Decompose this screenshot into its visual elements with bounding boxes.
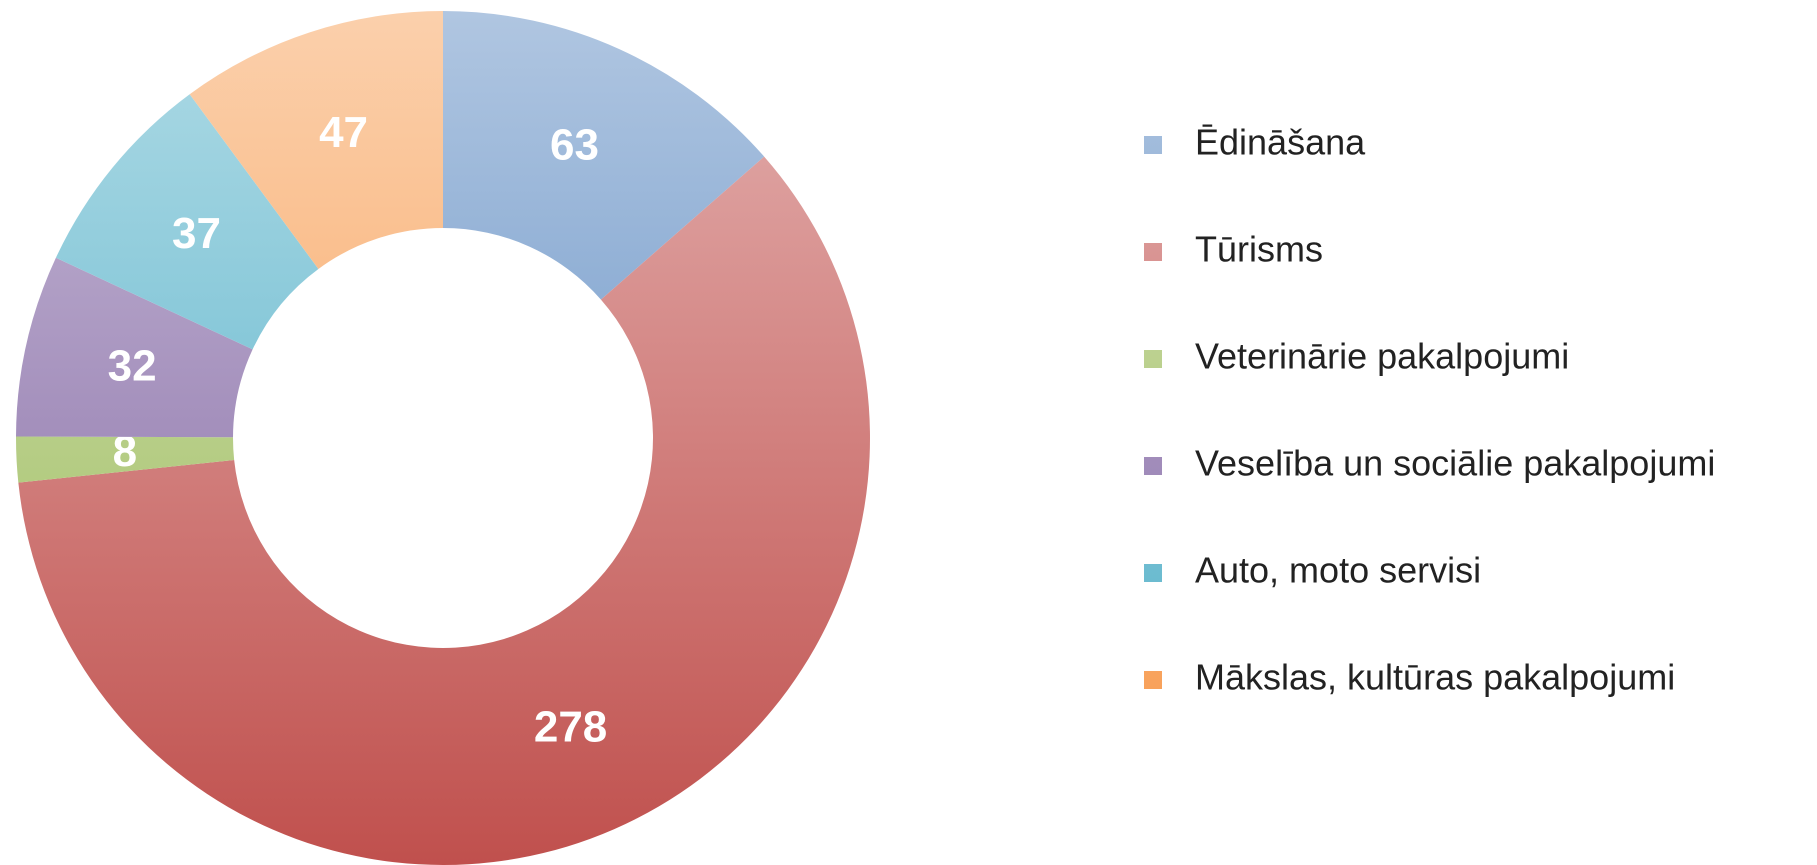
value-label: 47 [319, 108, 368, 157]
donut-slice [189, 11, 443, 269]
value-label: 37 [172, 209, 221, 258]
value-label: 278 [534, 702, 607, 751]
legend-label: Mākslas, kultūras pakalpojumi [1195, 657, 1675, 698]
donut-slice [16, 257, 253, 438]
donut-slice [15, 436, 235, 483]
donut-slice [18, 156, 871, 865]
legend-swatch [1144, 350, 1162, 368]
legend-label: Tūrisms [1195, 229, 1323, 270]
legend-label: Veselība un sociālie pakalpojumi [1195, 443, 1715, 484]
legend-swatch [1144, 136, 1162, 154]
donut-slice [443, 11, 765, 300]
legend-label: Auto, moto servisi [1195, 550, 1481, 591]
legend-swatch [1144, 671, 1162, 689]
legend-swatch [1144, 243, 1162, 261]
donut-slice [55, 94, 319, 350]
legend-label: Veterinārie pakalpojumi [1195, 336, 1569, 377]
legend-swatch [1144, 457, 1162, 475]
value-label: 63 [550, 121, 599, 170]
value-label: 32 [108, 341, 157, 390]
legend-label: Ēdināšana [1195, 122, 1366, 163]
legend-swatch [1144, 564, 1162, 582]
